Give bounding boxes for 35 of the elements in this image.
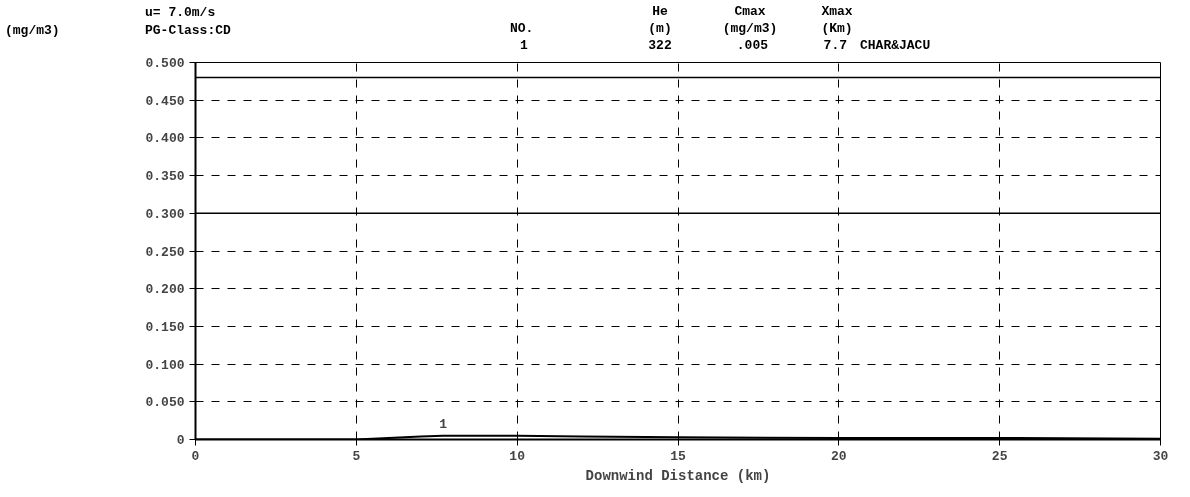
y-tick-label: 0	[176, 433, 185, 448]
text: u= 7.0m/s	[145, 4, 216, 22]
text: 1	[520, 37, 528, 55]
y-tick-label: 0.150	[145, 319, 185, 335]
text: He	[652, 3, 668, 21]
text: Cmax	[734, 3, 766, 21]
text: (mg/m3)	[5, 22, 60, 40]
y-tick-label: 0.050	[145, 395, 185, 411]
y-tick-label: 0.450	[145, 93, 185, 109]
x-tick-label: 20	[831, 448, 847, 464]
text: (Km)	[821, 20, 853, 38]
series-label: 1	[439, 416, 448, 432]
y-tick-label: 0.350	[145, 169, 185, 185]
x-tick-label: 5	[352, 448, 361, 464]
text: CHAR&JACU	[860, 37, 931, 55]
text: (m)	[648, 20, 672, 38]
text: 322	[648, 37, 672, 55]
text: PG-Class:CD	[145, 22, 231, 40]
x-axis-title: Downwind Distance (km)	[585, 467, 771, 484]
y-tick-label: 0.500	[145, 56, 185, 71]
y-tick-label: 0.250	[145, 244, 185, 260]
text: 7.7	[823, 37, 847, 55]
text: Xmax	[821, 3, 853, 21]
text: (mg/m3)	[722, 20, 778, 38]
x-tick-label: 10	[509, 448, 526, 464]
y-tick-label: 0.200	[145, 282, 185, 298]
x-tick-label: 15	[670, 448, 686, 464]
text: NO.	[510, 20, 534, 38]
x-tick-label: 0	[191, 448, 200, 464]
y-tick-label: 0.400	[145, 131, 185, 147]
text: .005	[736, 37, 768, 55]
y-tick-label: 0.100	[145, 357, 185, 373]
x-tick-label: 30	[1152, 448, 1169, 464]
y-tick-label: 0.300	[145, 206, 185, 222]
x-tick-label: 25	[991, 448, 1008, 464]
